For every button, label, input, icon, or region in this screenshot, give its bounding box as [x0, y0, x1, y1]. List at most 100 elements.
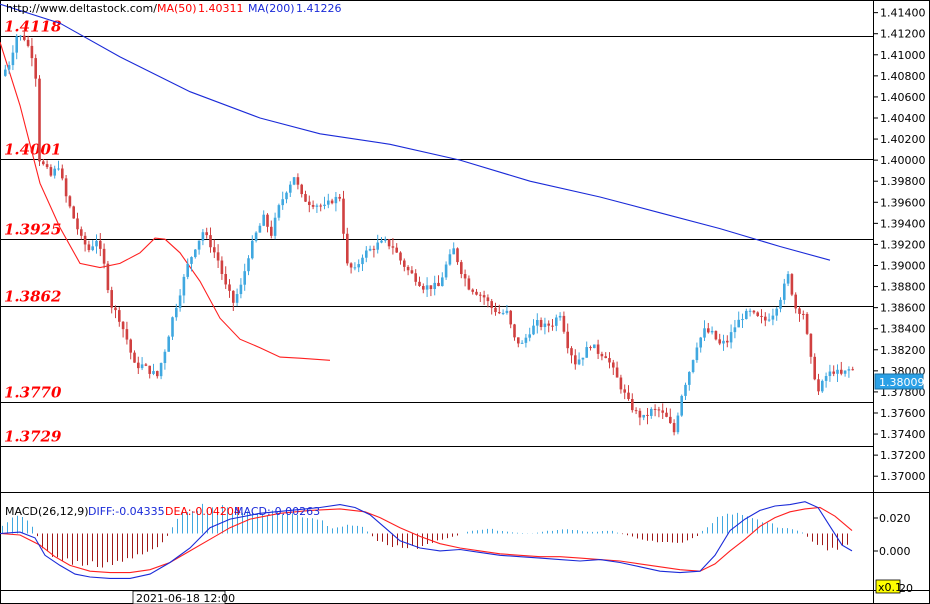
price-tick-label: 1.39000	[880, 259, 926, 272]
candle-body	[650, 408, 653, 416]
candle-body	[494, 307, 497, 313]
level-label-6: 1.3729	[4, 428, 62, 446]
candle-body	[429, 285, 433, 290]
macd-multiplier-box[interactable]	[875, 579, 901, 594]
candle-body	[4, 69, 7, 76]
candle-body	[809, 333, 813, 357]
macd-multiplier: x0.1	[878, 581, 902, 594]
candle-body	[684, 384, 687, 396]
candle-body	[444, 264, 448, 278]
candle-body	[821, 380, 824, 392]
price-tick-label: 1.37400	[880, 428, 926, 441]
candle-body	[543, 323, 547, 328]
candle-body	[562, 315, 566, 332]
candle-body	[528, 334, 531, 338]
candle-body	[110, 290, 113, 308]
candle-body	[475, 291, 478, 295]
candle-body	[171, 317, 174, 337]
candle-body	[273, 217, 277, 236]
candle-body	[798, 308, 801, 314]
macd-hist-value: MACD:-0.00263	[234, 505, 320, 518]
level-label-1: 1.4118	[4, 18, 62, 36]
candle-body	[414, 273, 417, 282]
candle-body	[653, 408, 657, 410]
candle-body	[57, 168, 60, 170]
candle-body	[186, 263, 189, 277]
candle-body	[194, 249, 197, 258]
candle-body	[691, 360, 695, 373]
candle-body	[460, 262, 463, 275]
candle-body	[72, 206, 75, 219]
candle-body	[247, 258, 250, 272]
candle-body	[524, 337, 528, 343]
candle-body	[843, 370, 847, 374]
candle-body	[251, 240, 254, 259]
macd-tick-partial: 20	[899, 582, 913, 595]
candle-body	[144, 364, 148, 366]
source-url[interactable]: http://www.deltastock.com/	[6, 2, 157, 15]
candle-body	[771, 315, 775, 320]
candle-body	[707, 328, 710, 333]
candle-body	[76, 218, 79, 230]
candle-body	[745, 310, 748, 320]
price-tick-label: 1.37200	[880, 449, 926, 462]
candle-body	[836, 369, 839, 374]
candle-body	[699, 337, 702, 348]
candle-body	[615, 367, 619, 378]
candle-body	[64, 178, 68, 197]
candle-body	[285, 192, 288, 200]
macd-pane	[0, 501, 853, 579]
current-price-tag	[874, 373, 924, 390]
candle-body	[608, 358, 611, 363]
price-tick-label: 1.39800	[880, 175, 926, 188]
candle-body	[323, 204, 326, 207]
candle-body	[574, 355, 577, 365]
candle-body	[513, 324, 516, 338]
candle-body	[68, 196, 72, 207]
candle-body	[129, 339, 132, 353]
candle-body	[463, 274, 467, 279]
candle-body	[479, 294, 482, 296]
candle-body	[627, 392, 630, 399]
candle-body	[95, 240, 98, 247]
candle-body	[228, 284, 231, 291]
candle-body	[384, 239, 387, 241]
candle-body	[718, 339, 721, 344]
candle-body	[760, 315, 763, 317]
candle-body	[661, 410, 664, 413]
candle-body	[680, 395, 683, 416]
candle-body	[520, 342, 524, 344]
candle-body	[748, 310, 752, 312]
candle-body	[536, 319, 539, 326]
price-tick-label: 1.40000	[880, 154, 926, 167]
candle-body	[517, 337, 520, 344]
candle-body	[631, 398, 634, 411]
candle-body	[767, 319, 771, 321]
candle-body	[137, 362, 140, 369]
candle-body	[224, 274, 227, 285]
candle-body	[410, 270, 414, 274]
candle-body	[239, 284, 243, 295]
candle-body	[289, 184, 292, 193]
candle-body	[581, 357, 585, 360]
candle-body	[357, 264, 360, 268]
candle-body	[482, 295, 486, 298]
candle-body	[805, 313, 809, 334]
candle-body	[577, 359, 581, 365]
candle-body	[235, 294, 239, 303]
candle-body	[783, 283, 786, 300]
macd-title: MACD(26,12,9)	[5, 505, 89, 518]
candle-body	[714, 330, 718, 340]
candle-body	[315, 205, 319, 207]
candle-body	[467, 278, 471, 290]
candle-body	[106, 263, 110, 291]
candle-body	[672, 422, 676, 433]
candle-body	[319, 205, 322, 207]
candle-body	[262, 214, 265, 226]
candle-body	[121, 321, 125, 330]
price-tick-label: 1.38600	[880, 302, 926, 315]
candle-body	[471, 289, 474, 292]
candle-body	[646, 414, 649, 416]
